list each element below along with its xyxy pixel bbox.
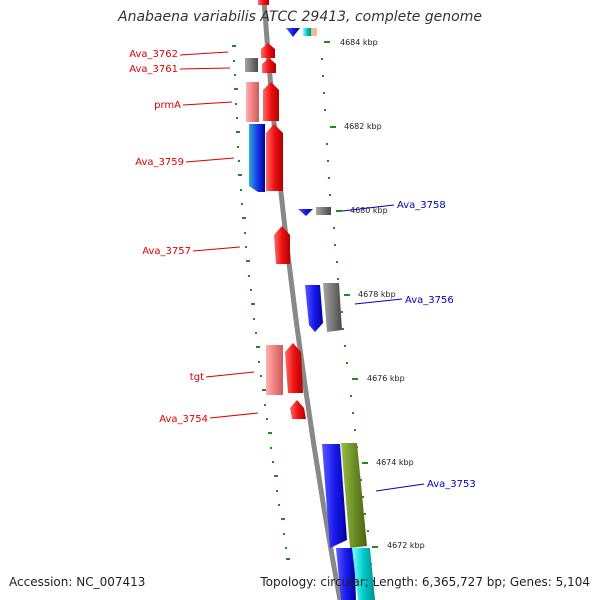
scale-tick-label: 4674 kbp	[376, 458, 414, 467]
map-title: Anabaena variabilis ATCC 29413, complete…	[118, 9, 482, 25]
label-leader-line	[209, 412, 259, 419]
gene-label-ava3754: Ava_3754	[159, 414, 208, 425]
gene-label-ava3762: Ava_3762	[129, 49, 178, 60]
gene-feature	[305, 285, 323, 332]
right-tick-track	[324, 41, 378, 548]
gene-feature	[322, 444, 347, 548]
gene-label-ava3757: Ava_3757	[142, 246, 191, 257]
gene-feature	[266, 124, 283, 191]
label-leader-line	[192, 246, 241, 252]
gene-feature	[245, 58, 258, 72]
gene-features-right	[286, 28, 375, 600]
gene-feature	[311, 28, 317, 36]
scale-tick-label: 4684 kbp	[340, 38, 378, 47]
gene-feature	[352, 548, 375, 600]
gene-features-left	[245, 0, 306, 419]
gene-feature	[258, 0, 269, 5]
gene-feature	[262, 58, 276, 73]
genome-summary-text: Topology: circular; Length: 6,365,727 bp…	[260, 575, 590, 589]
label-leader-line	[341, 204, 395, 212]
scale-tick-label: 4678 kbp	[358, 290, 396, 299]
gene-label-ava3756: Ava_3756	[405, 295, 454, 306]
label-leader-line	[375, 483, 425, 492]
accession-text: Accession: NC_007413	[9, 575, 146, 589]
gene-label-ava3761: Ava_3761	[129, 64, 178, 75]
gene-feature	[261, 43, 275, 58]
gene-feature	[303, 28, 311, 36]
scale-tick-label: 4682 kbp	[344, 122, 382, 131]
left-minor-dots	[233, 60, 287, 549]
label-leader-line	[182, 101, 233, 106]
gene-feature	[286, 28, 300, 37]
gene-feature	[316, 207, 331, 215]
scale-tick-label: 4676 kbp	[367, 374, 405, 383]
right-minor-dots	[321, 58, 374, 582]
gene-feature	[285, 343, 303, 393]
gene-feature	[263, 82, 279, 121]
scale-tick-label: 4672 kbp	[387, 541, 425, 550]
gene-label-prma: prmA	[154, 100, 181, 111]
gene-label-ava3758: Ava_3758	[397, 200, 446, 211]
gene-label-tgt: tgt	[190, 372, 204, 383]
gene-feature	[274, 226, 290, 264]
gene-feature	[298, 209, 313, 216]
label-leader-line	[354, 298, 403, 305]
left-tick-track	[232, 45, 290, 560]
gene-feature	[336, 548, 356, 600]
gene-label-ava3753: Ava_3753	[427, 479, 476, 490]
label-leader-line	[179, 67, 231, 70]
gene-feature	[341, 443, 367, 548]
label-leader-line	[179, 51, 229, 56]
label-leader-line	[185, 157, 235, 163]
gene-feature	[249, 124, 265, 192]
gene-feature	[266, 345, 283, 395]
gene-feature	[323, 283, 342, 332]
scale-tick-label: 4680 kbp	[350, 206, 388, 215]
gene-feature	[246, 82, 259, 122]
label-leader-line	[205, 371, 255, 378]
gene-feature	[290, 400, 306, 419]
gene-label-ava3759: Ava_3759	[135, 157, 184, 168]
